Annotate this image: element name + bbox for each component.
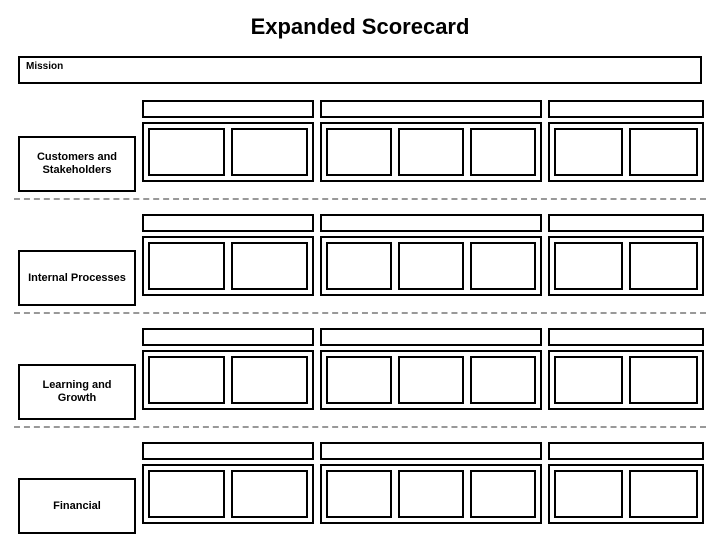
cell-3-1-0 [326,470,392,518]
cell-2-2-0 [554,356,623,404]
cell-3-2-0 [554,470,623,518]
cell-3-2-1 [629,470,698,518]
cell-0-1-0 [326,128,392,176]
cell-0-2-0 [554,128,623,176]
cell-2-0-1 [231,356,308,404]
mission-box: Mission [18,56,702,84]
group-header-0-0 [142,100,314,118]
group-header-1-1 [320,214,542,232]
cell-2-2-1 [629,356,698,404]
group-header-3-1 [320,442,542,460]
cell-2-1-2 [470,356,536,404]
cell-1-1-0 [326,242,392,290]
row-label-1: Internal Processes [18,250,136,306]
cell-2-0-0 [148,356,225,404]
cell-0-2-1 [629,128,698,176]
cell-1-1-2 [470,242,536,290]
cell-1-2-0 [554,242,623,290]
group-header-1-0 [142,214,314,232]
cell-3-0-0 [148,470,225,518]
group-body-3-0 [142,464,314,524]
group-body-2-2 [548,350,704,410]
group-header-0-2 [548,100,704,118]
cell-3-0-1 [231,470,308,518]
group-body-1-1 [320,236,542,296]
cell-0-0-0 [148,128,225,176]
cell-1-0-0 [148,242,225,290]
divider-1 [14,198,706,200]
cell-0-0-1 [231,128,308,176]
group-body-3-1 [320,464,542,524]
row-label-0: Customers and Stakeholders [18,136,136,192]
cell-1-1-1 [398,242,464,290]
group-body-2-0 [142,350,314,410]
group-body-0-2 [548,122,704,182]
cell-0-1-2 [470,128,536,176]
group-body-1-2 [548,236,704,296]
row-label-2: Learning and Growth [18,364,136,420]
cell-2-1-1 [398,356,464,404]
divider-2 [14,312,706,314]
cell-2-1-0 [326,356,392,404]
group-header-2-1 [320,328,542,346]
cell-1-2-1 [629,242,698,290]
cell-1-0-1 [231,242,308,290]
row-label-3: Financial [18,478,136,534]
group-body-1-0 [142,236,314,296]
group-header-2-0 [142,328,314,346]
group-header-3-2 [548,442,704,460]
cell-0-1-1 [398,128,464,176]
cell-3-1-2 [470,470,536,518]
cell-3-1-1 [398,470,464,518]
page-title: Expanded Scorecard [0,0,720,50]
group-body-0-0 [142,122,314,182]
group-header-0-1 [320,100,542,118]
group-body-3-2 [548,464,704,524]
divider-3 [14,426,706,428]
group-header-3-0 [142,442,314,460]
group-body-0-1 [320,122,542,182]
group-header-1-2 [548,214,704,232]
group-header-2-2 [548,328,704,346]
group-body-2-1 [320,350,542,410]
